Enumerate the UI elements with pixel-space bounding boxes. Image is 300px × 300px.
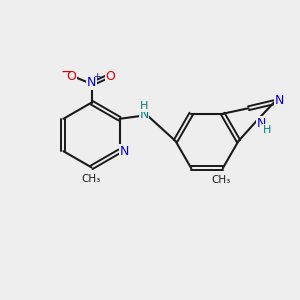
Text: N: N [119, 145, 129, 158]
Text: H: H [262, 125, 271, 135]
Text: N: N [87, 76, 96, 89]
Text: CH₃: CH₃ [212, 175, 231, 185]
Text: CH₃: CH₃ [82, 174, 101, 184]
Text: O: O [106, 70, 115, 83]
Text: N: N [275, 94, 284, 107]
Text: N: N [257, 117, 266, 130]
Text: +: + [93, 72, 100, 81]
Text: O: O [67, 70, 76, 83]
Text: N: N [140, 108, 149, 121]
Text: −: − [61, 64, 72, 78]
Text: H: H [140, 101, 148, 111]
